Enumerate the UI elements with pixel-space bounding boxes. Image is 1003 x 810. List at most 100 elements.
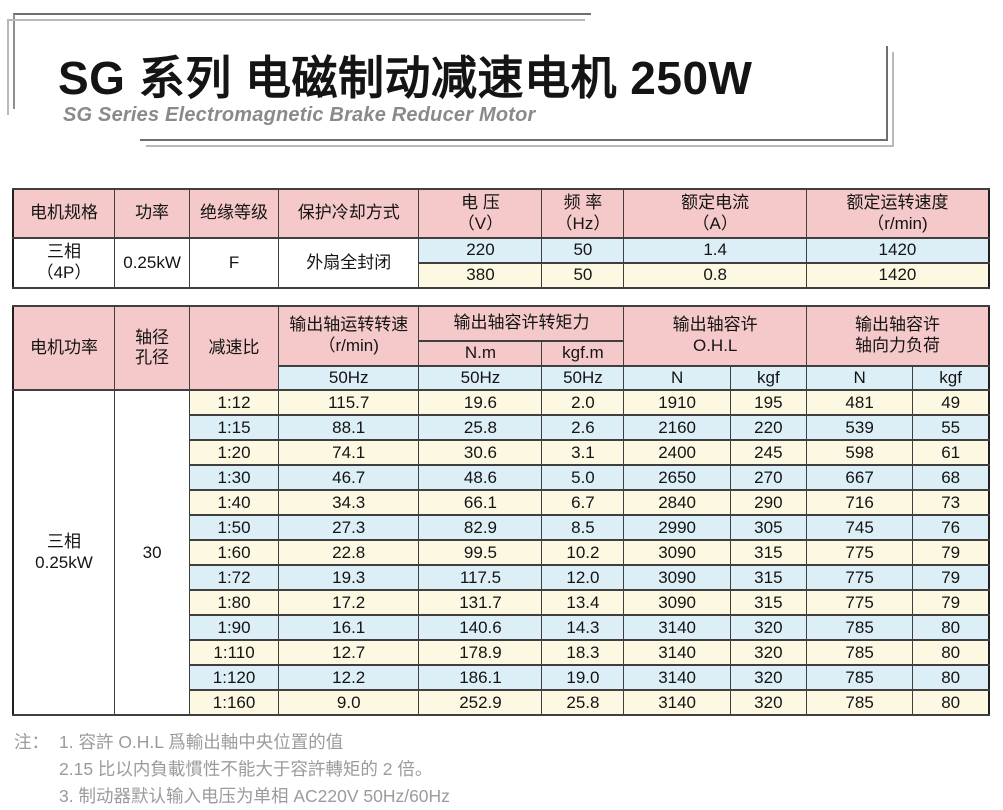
- t2-cell-speed: 27.3: [277, 514, 420, 542]
- t2-cell-ratio: 1:50: [189, 514, 279, 542]
- t2-cell-axial-kgf: 73: [912, 489, 990, 517]
- t2-header-torque-nm: N.m: [418, 340, 543, 367]
- t2-cell-motor: 三相 0.25kW: [12, 389, 115, 717]
- t2-header-shaft: 轴径 孔径: [113, 304, 191, 392]
- t2-cell-ohl-kgf: 320: [729, 664, 807, 692]
- t2-subheader-kgf: kgf: [912, 364, 990, 392]
- t2-cell-axial-kgf: 80: [912, 639, 990, 667]
- t2-cell-ohl-n: 2840: [623, 489, 731, 517]
- t1-cell-frequency: 50: [541, 237, 625, 264]
- t2-cell-ohl-n: 2990: [623, 514, 731, 542]
- t1-header-spec: 电机规格: [12, 188, 115, 239]
- t2-cell-ohl-n: 2400: [623, 439, 731, 467]
- t2-cell-speed: 19.3: [277, 564, 420, 592]
- t2-cell-ohl-n: 3090: [623, 589, 731, 617]
- t2-cell-ratio: 1:160: [189, 689, 279, 717]
- t2-cell-torque-nm: 30.6: [418, 439, 543, 467]
- t2-cell-ratio: 1:12: [189, 389, 279, 417]
- t2-cell-torque-kgfm: 25.8: [541, 689, 625, 717]
- t2-cell-axial-n: 598: [805, 439, 914, 467]
- t2-cell-ratio: 1:90: [189, 614, 279, 642]
- t2-subheader-n: N: [623, 364, 731, 392]
- t2-subheader-50hz: 50Hz: [277, 364, 420, 392]
- t2-cell-axial-n: 785: [805, 614, 914, 642]
- t1-header-insulation: 绝缘等级: [189, 188, 279, 239]
- motor-spec-table: 电机规格 功率 绝缘等级 保护冷却方式 电 压 （V） 频 率 （Hz） 额定电…: [12, 188, 990, 289]
- t2-cell-axial-kgf: 79: [912, 539, 990, 567]
- t2-cell-axial-kgf: 49: [912, 389, 990, 417]
- t2-cell-ohl-kgf: 270: [729, 464, 807, 492]
- t2-cell-torque-kgfm: 13.4: [541, 589, 625, 617]
- t2-cell-ratio: 1:60: [189, 539, 279, 567]
- t2-cell-axial-kgf: 79: [912, 564, 990, 592]
- table-row: 1:160 9.0 252.9 25.8 3140 320 785 80: [13, 689, 990, 717]
- t2-cell-ohl-kgf: 290: [729, 489, 807, 517]
- table-row: 三相 （4P） 0.25kW F 外扇全封闭 220 50 1.4 1420: [12, 237, 990, 289]
- t1-cell-voltage-380: 380: [418, 262, 543, 289]
- t2-cell-speed: 34.3: [277, 489, 420, 517]
- t2-cell-torque-nm: 140.6: [418, 614, 543, 642]
- t2-cell-torque-kgfm: 6.7: [541, 489, 625, 517]
- t2-header-output-speed: 输出轴运转转速 （r/min): [277, 305, 420, 367]
- page-subtitle: SG Series Electromagnetic Brake Reducer …: [63, 104, 536, 126]
- t2-cell-torque-nm: 48.6: [418, 464, 543, 492]
- t2-cell-axial-kgf: 68: [912, 464, 990, 492]
- t2-cell-axial-n: 785: [805, 639, 914, 667]
- footnote-item: 2.15 比以内負載慣性不能大于容許轉矩的 2 倍。: [59, 759, 433, 779]
- t2-cell-ohl-n: 3090: [623, 564, 731, 592]
- t1-header-speed: 额定运转速度 （r/min): [805, 188, 990, 239]
- t2-cell-speed: 12.7: [277, 639, 420, 667]
- footnote-label: 注：: [14, 732, 49, 752]
- t1-header-current: 额定电流 （A）: [623, 188, 807, 239]
- t2-cell-ratio: 1:20: [189, 439, 279, 467]
- t2-cell-shaft-diameter: 30: [113, 389, 191, 717]
- t2-cell-axial-n: 716: [805, 489, 914, 517]
- t2-cell-axial-kgf: 55: [912, 414, 990, 442]
- table-row: 1:50 27.3 82.9 8.5 2990 305 745 76: [13, 514, 990, 542]
- table-row: 1:120 12.2 186.1 19.0 3140 320 785 80: [13, 664, 990, 692]
- t2-cell-axial-n: 785: [805, 664, 914, 692]
- t2-header-ohl: 输出轴容许 O.H.L: [623, 305, 807, 367]
- t2-cell-axial-n: 785: [805, 689, 914, 717]
- t1-cell-speed: 1420: [805, 237, 990, 264]
- t2-cell-speed: 9.0: [277, 689, 420, 717]
- t2-header-torque-kgfm: kgf.m: [541, 340, 625, 367]
- t1-header-voltage: 电 压 （V）: [418, 188, 543, 239]
- t2-cell-torque-nm: 252.9: [418, 689, 543, 717]
- t2-cell-ratio: 1:30: [189, 464, 279, 492]
- t2-cell-torque-nm: 186.1: [418, 664, 543, 692]
- t2-cell-axial-kgf: 79: [912, 589, 990, 617]
- t2-cell-torque-nm: 178.9: [418, 639, 543, 667]
- table-row: 1:90 16.1 140.6 14.3 3140 320 785 80: [13, 614, 990, 642]
- t2-cell-ohl-kgf: 315: [729, 539, 807, 567]
- t1-cell-power: 0.25kW: [113, 237, 191, 289]
- t2-cell-ohl-kgf: 315: [729, 564, 807, 592]
- t2-cell-speed: 12.2: [277, 664, 420, 692]
- t2-cell-axial-n: 481: [805, 389, 914, 417]
- t2-cell-ohl-kgf: 320: [729, 614, 807, 642]
- reduction-ratio-table: 电机功率 轴径 孔径 减速比 输出轴运转转速 （r/min) 输出轴容许转矩力 …: [12, 304, 990, 717]
- t2-cell-torque-kgfm: 18.3: [541, 639, 625, 667]
- t2-cell-axial-kgf: 80: [912, 689, 990, 717]
- t2-cell-ohl-kgf: 245: [729, 439, 807, 467]
- t2-cell-axial-n: 775: [805, 539, 914, 567]
- t1-cell-frequency: 50: [541, 262, 625, 289]
- t2-cell-ohl-kgf: 320: [729, 639, 807, 667]
- t2-cell-torque-kgfm: 2.0: [541, 389, 625, 417]
- t2-cell-torque-kgfm: 19.0: [541, 664, 625, 692]
- t2-cell-torque-nm: 131.7: [418, 589, 543, 617]
- t2-cell-axial-kgf: 76: [912, 514, 990, 542]
- t1-header-frequency: 频 率 （Hz）: [541, 188, 625, 239]
- t2-cell-axial-kgf: 61: [912, 439, 990, 467]
- t2-cell-ohl-kgf: 315: [729, 589, 807, 617]
- t2-cell-torque-kgfm: 2.6: [541, 414, 625, 442]
- t1-header-power: 功率: [113, 188, 191, 239]
- t2-cell-ohl-n: 2160: [623, 414, 731, 442]
- table-row: 380 50 0.8 1420: [13, 262, 990, 289]
- t2-cell-speed: 22.8: [277, 539, 420, 567]
- t2-cell-ohl-n: 3090: [623, 539, 731, 567]
- table-row: 三相 0.25kW 30 1:12 115.7 19.6 2.0 1910 19…: [12, 389, 990, 717]
- t2-cell-torque-kgfm: 8.5: [541, 514, 625, 542]
- t2-cell-torque-kgfm: 10.2: [541, 539, 625, 567]
